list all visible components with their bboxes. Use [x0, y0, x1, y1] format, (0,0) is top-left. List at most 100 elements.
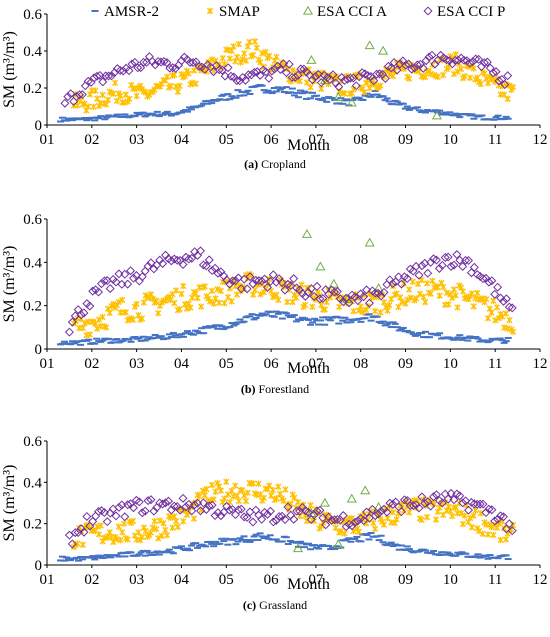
data-point: [133, 92, 140, 100]
data-point: [158, 259, 168, 269]
data-point: [274, 512, 284, 522]
data-point: [407, 64, 417, 74]
data-point: [475, 499, 485, 509]
data-point: [117, 536, 124, 544]
data-point: [204, 255, 214, 265]
x-axis-label: Month: [287, 137, 330, 154]
data-point: [361, 88, 368, 96]
data-point: [491, 67, 501, 77]
data-point: [275, 64, 286, 74]
y-tick-label: 0: [35, 558, 43, 574]
data-point: [123, 500, 133, 510]
x-tick-label: 05: [219, 572, 234, 588]
data-point: [129, 316, 137, 324]
data-point: [477, 80, 484, 88]
data-point: [429, 254, 439, 264]
data-point: [423, 268, 433, 278]
data-point: [385, 275, 395, 285]
data-point: [140, 299, 147, 306]
data-point: [232, 482, 239, 489]
chart-panel: 0 0.2 0.4 0.6 01 02 03 04 05 06 07 08 09 10 11 12 Month S…: [1, 434, 548, 612]
x-tick-label: 10: [443, 572, 458, 588]
x-tick-label: 02: [84, 356, 99, 372]
data-point: [172, 255, 182, 265]
data-point: [77, 90, 87, 100]
data-point: [384, 307, 391, 314]
data-point: [459, 520, 467, 528]
data-point: [440, 283, 447, 291]
data-point: [424, 52, 434, 62]
series-smap: [70, 270, 517, 339]
data-point: [470, 303, 477, 310]
data-point: [380, 521, 388, 528]
data-point: [99, 507, 109, 518]
data-point: [420, 293, 427, 301]
data-point: [319, 497, 330, 507]
data-point: [431, 110, 442, 120]
data-point: [233, 273, 243, 283]
data-point: [181, 502, 191, 512]
data-point: [432, 516, 440, 523]
data-point: [406, 75, 413, 82]
data-point: [393, 516, 400, 523]
x-tick-label: 03: [129, 356, 144, 372]
data-point: [172, 517, 180, 525]
data-point: [434, 73, 441, 81]
data-point: [286, 281, 296, 291]
data-point: [333, 539, 344, 548]
data-point: [484, 277, 494, 287]
data-point: [414, 503, 424, 513]
data-point: [337, 527, 345, 535]
data-point: [164, 73, 171, 81]
data-point: [406, 509, 413, 516]
data-point: [214, 65, 224, 75]
data-point: [371, 307, 379, 315]
data-point: [115, 298, 122, 306]
data-point: [280, 515, 290, 525]
data-point: [124, 536, 131, 543]
data-point: [120, 99, 128, 106]
data-point: [242, 497, 250, 505]
data-point: [161, 498, 171, 508]
data-point: [271, 277, 281, 287]
data-point: [203, 485, 210, 493]
data-point: [334, 82, 344, 92]
data-point: [169, 254, 179, 264]
data-point: [503, 71, 513, 81]
data-point: [114, 502, 124, 512]
data-point: [421, 56, 431, 66]
series-esa-cci-a: [301, 228, 384, 303]
data-point: [129, 517, 137, 525]
data-point: [371, 525, 379, 533]
data-point: [131, 85, 138, 93]
data-point: [389, 509, 397, 516]
data-point: [223, 478, 230, 485]
data-point: [251, 38, 259, 45]
data-point: [362, 507, 372, 517]
data-point: [178, 290, 185, 298]
y-tick-label: 0.4: [23, 475, 42, 491]
data-point: [500, 79, 510, 90]
data-point: [90, 103, 97, 111]
data-point: [257, 514, 267, 524]
data-point: [110, 90, 117, 98]
data-point: [389, 57, 399, 68]
data-point: [502, 536, 510, 543]
x-tick-label: 09: [398, 572, 413, 588]
data-point: [155, 535, 162, 542]
x-tick-label: 02: [84, 132, 99, 148]
data-point: [146, 258, 156, 268]
data-point: [212, 488, 219, 495]
data-point: [289, 274, 299, 284]
data-point: [461, 512, 468, 519]
chart-panel: 0 0.2 0.4 0.6 01 02 03 04 05 06 07 08 09 10 11 12 Month S…: [1, 212, 548, 396]
x-tick-label: 08: [353, 132, 368, 148]
data-point: [103, 324, 110, 331]
data-point: [94, 95, 101, 102]
data-point: [70, 528, 80, 538]
data-point: [449, 260, 459, 270]
data-point: [427, 50, 437, 60]
data-point: [426, 501, 436, 511]
legend-item: ESA CCI A: [302, 4, 387, 20]
data-point: [413, 295, 420, 302]
